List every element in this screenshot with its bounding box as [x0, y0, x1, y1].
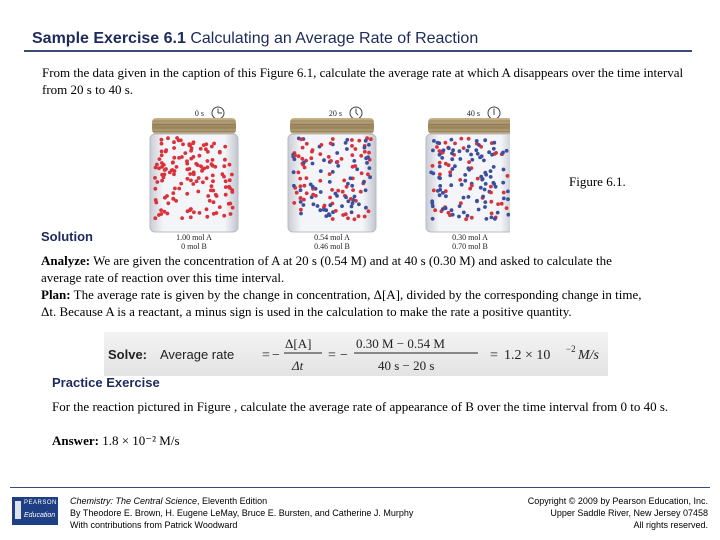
logo-text-top: PEARSON [24, 500, 57, 506]
jar-1: 0 s 1.00 mol A0 mol B [149, 106, 239, 251]
page-title: Sample Exercise 6.1 Calculating an Avera… [32, 30, 478, 48]
solve-equation: Solve: Average rate = − Δ[A] Δt = − 0.30… [104, 332, 608, 376]
jar-2: 20 s 0.54 mol A0.46 mol B [287, 106, 377, 251]
jar-mol-b: 0.46 mol B [314, 242, 350, 251]
jar-time-label: 0 s [195, 109, 204, 118]
solve-result: 1.2 × 10 [504, 348, 550, 363]
solve-label: Solve: [108, 347, 147, 362]
logo-text-bottom: Education [24, 512, 56, 519]
answer-text: 1.8 × 10⁻² M/s [98, 433, 180, 448]
plan-text: The average rate is given by the change … [41, 287, 642, 319]
solve-num-2: 0.30 M − 0.54 M [356, 336, 445, 351]
solve-average-rate: Average rate [160, 347, 234, 362]
analyze-paragraph: Analyze: We are given the concentration … [41, 253, 651, 286]
book-authors: By Theodore E. Brown, H. Eugene LeMay, B… [70, 508, 414, 518]
solve-den-1: Δt [291, 358, 304, 373]
answer-label: Answer: [52, 433, 99, 448]
solve-exponent: −2 [566, 344, 576, 354]
analyze-label: Analyze: [41, 253, 91, 268]
figure-jars: 0 s 1.00 mol A0 mol B 20 s 0.54 mol A0.46 m… [149, 106, 510, 251]
plan-paragraph: Plan: The average rate is given by the c… [41, 287, 651, 320]
solve-den-2: 40 s − 20 s [378, 358, 434, 373]
solve-minus-2: − [340, 348, 348, 363]
address-line: Upper Saddle River, New Jersey 07458 [550, 508, 708, 518]
title-rest: Calculating an Average Rate of Reaction [185, 30, 479, 47]
intro-text: From the data given in the caption of th… [42, 65, 684, 97]
pearson-logo: PEARSON Education [12, 497, 58, 525]
copyright-line: Copyright © 2009 by Pearson Education, I… [527, 496, 708, 506]
jar-mol-b: 0 mol B [181, 242, 207, 251]
title-rule [24, 50, 692, 52]
jar-time-label: 20 s [329, 109, 342, 118]
plan-label: Plan: [41, 287, 71, 302]
analyze-text: We are given the concentration of A at 2… [41, 253, 612, 285]
book-edition: , Eleventh Edition [197, 496, 268, 506]
book-title: Chemistry: The Central Science [70, 496, 198, 506]
solve-minus-1: − [272, 348, 280, 363]
solve-eq-1: = [262, 348, 270, 363]
figure-label: Figure 6.1. [569, 174, 626, 189]
jar-mol-a: 0.54 mol A [314, 233, 350, 242]
footer-citation: Chemistry: The Central Science, Eleventh… [70, 495, 413, 531]
solution-heading: Solution [41, 229, 93, 244]
solve-unit: M/s [577, 348, 600, 363]
practice-heading: Practice Exercise [52, 375, 160, 390]
footer-rule [10, 487, 710, 488]
footer-copyright: Copyright © 2009 by Pearson Education, I… [528, 495, 708, 531]
jar-mol-a: 0.30 mol A [452, 233, 488, 242]
practice-answer: Answer: 1.8 × 10⁻² M/s [52, 433, 180, 449]
title-bold: Sample Exercise 6.1 [32, 30, 186, 47]
jar-time-label: 40 s [467, 109, 480, 118]
practice-text: For the reaction pictured in Figure , ca… [52, 399, 669, 414]
rights-line: All rights reserved. [633, 520, 708, 530]
book-contributors: With contributions from Patrick Woodward [70, 520, 238, 530]
jar-mol-b: 0.70 mol B [452, 242, 488, 251]
solve-eq-3: = [490, 348, 498, 363]
jar-3: 40 s 0.30 mol A0.70 mol B [425, 106, 510, 251]
jar-mol-a: 1.00 mol A [176, 233, 212, 242]
solve-num-1: Δ[A] [285, 336, 311, 351]
solve-eq-2: = [328, 348, 336, 363]
